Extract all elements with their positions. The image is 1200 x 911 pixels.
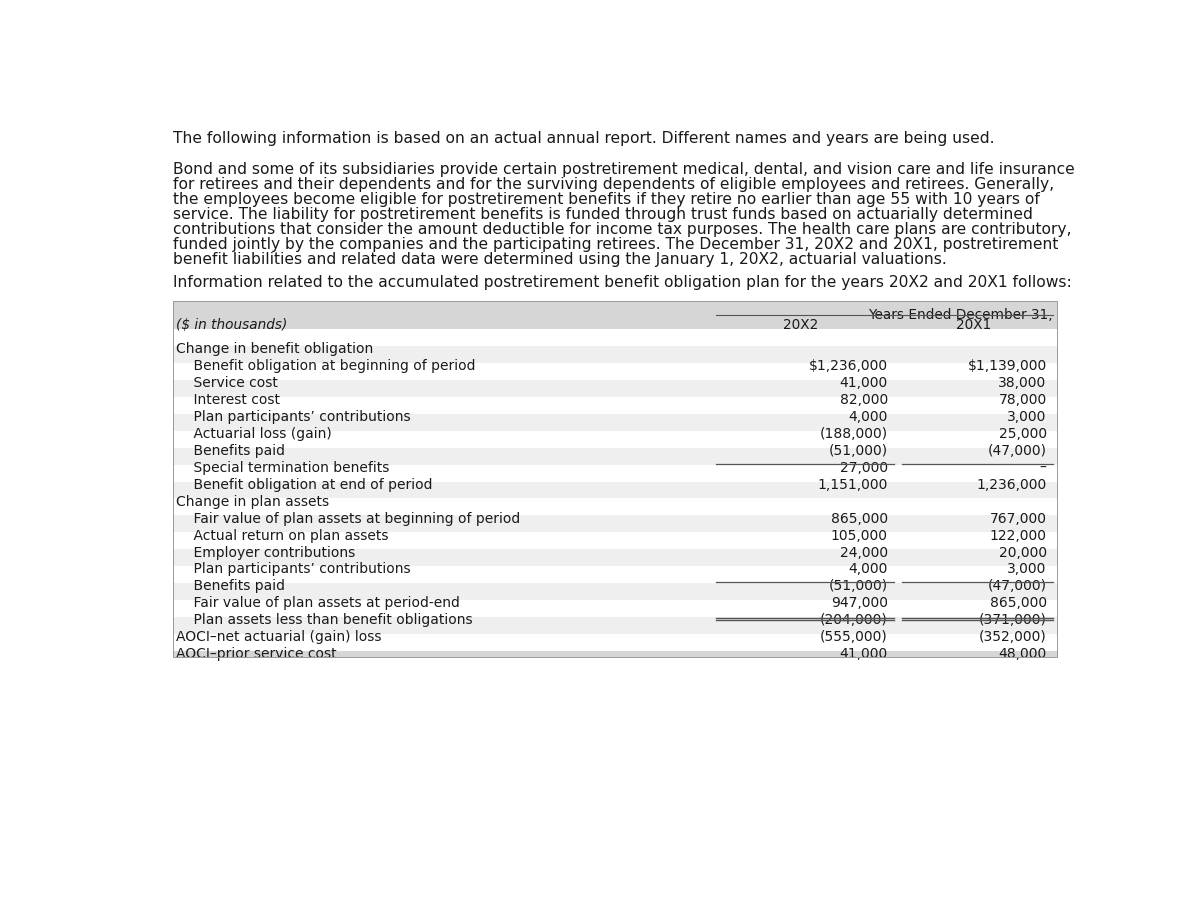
- Text: contributions that consider the amount deductible for income tax purposes. The h: contributions that consider the amount d…: [173, 221, 1072, 237]
- Text: Benefits paid: Benefits paid: [176, 444, 286, 457]
- Text: (188,000): (188,000): [820, 426, 888, 440]
- Bar: [173, 330, 1057, 346]
- Bar: [173, 618, 1057, 634]
- Text: Fair value of plan assets at period-end: Fair value of plan assets at period-end: [176, 596, 461, 609]
- Bar: [173, 302, 1057, 658]
- Text: (51,000): (51,000): [829, 444, 888, 457]
- Text: Benefits paid: Benefits paid: [176, 578, 286, 593]
- Bar: [173, 549, 1057, 567]
- Text: 41,000: 41,000: [840, 375, 888, 390]
- Bar: [173, 600, 1057, 618]
- Text: Bond and some of its subsidiaries provide certain postretirement medical, dental: Bond and some of its subsidiaries provid…: [173, 161, 1075, 177]
- Text: The following information is based on an actual annual report. Different names a: The following information is based on an…: [173, 131, 995, 146]
- Bar: [173, 533, 1057, 549]
- Text: 24,000: 24,000: [840, 545, 888, 559]
- Text: 1,236,000: 1,236,000: [977, 477, 1046, 491]
- Text: ($ in thousands): ($ in thousands): [176, 318, 288, 333]
- Text: Fair value of plan assets at beginning of period: Fair value of plan assets at beginning o…: [176, 511, 521, 525]
- Text: service. The liability for postretirement benefits is funded through trust funds: service. The liability for postretiremen…: [173, 207, 1033, 221]
- Text: 78,000: 78,000: [998, 393, 1046, 406]
- Text: 20,000: 20,000: [998, 545, 1046, 559]
- Text: 122,000: 122,000: [990, 528, 1046, 542]
- Bar: [173, 584, 1057, 600]
- Text: 48,000: 48,000: [998, 647, 1046, 660]
- Text: funded jointly by the companies and the participating retirees. The December 31,: funded jointly by the companies and the …: [173, 237, 1058, 251]
- Text: (555,000): (555,000): [820, 630, 888, 643]
- Text: 1,151,000: 1,151,000: [817, 477, 888, 491]
- Text: 27,000: 27,000: [840, 460, 888, 475]
- Text: 82,000: 82,000: [840, 393, 888, 406]
- Text: the employees become eligible for postretirement benefits if they retire no earl: the employees become eligible for postre…: [173, 191, 1040, 207]
- Bar: [173, 651, 1057, 658]
- Text: Change in benefit obligation: Change in benefit obligation: [176, 342, 373, 356]
- Bar: [173, 346, 1057, 363]
- Text: Interest cost: Interest cost: [176, 393, 281, 406]
- Text: 3,000: 3,000: [1007, 562, 1046, 576]
- Bar: [173, 516, 1057, 533]
- Text: for retirees and their dependents and for the surviving dependents of eligible e: for retirees and their dependents and fo…: [173, 177, 1055, 191]
- Text: Years Ended December 31,: Years Ended December 31,: [869, 307, 1052, 322]
- Text: 865,000: 865,000: [990, 596, 1046, 609]
- Text: Plan participants’ contributions: Plan participants’ contributions: [176, 562, 410, 576]
- Text: Plan participants’ contributions: Plan participants’ contributions: [176, 410, 410, 424]
- Text: (47,000): (47,000): [988, 578, 1046, 593]
- Text: Employer contributions: Employer contributions: [176, 545, 355, 559]
- Text: 20X2: 20X2: [784, 318, 818, 333]
- Bar: [173, 465, 1057, 482]
- Bar: [173, 397, 1057, 415]
- Bar: [173, 448, 1057, 465]
- Text: AOCI–prior service cost: AOCI–prior service cost: [176, 647, 337, 660]
- Bar: [173, 381, 1057, 397]
- Text: (352,000): (352,000): [979, 630, 1046, 643]
- Text: (47,000): (47,000): [988, 444, 1046, 457]
- Text: Actuarial loss (gain): Actuarial loss (gain): [176, 426, 332, 440]
- Text: $1,236,000: $1,236,000: [809, 359, 888, 373]
- Text: Plan assets less than benefit obligations: Plan assets less than benefit obligation…: [176, 612, 473, 627]
- Text: 41,000: 41,000: [840, 647, 888, 660]
- Bar: [173, 363, 1057, 381]
- Text: 865,000: 865,000: [830, 511, 888, 525]
- Text: $1,139,000: $1,139,000: [967, 359, 1046, 373]
- Text: Benefit obligation at end of period: Benefit obligation at end of period: [176, 477, 433, 491]
- Text: Service cost: Service cost: [176, 375, 278, 390]
- Bar: [173, 415, 1057, 431]
- Text: –: –: [1040, 460, 1046, 475]
- Text: 767,000: 767,000: [990, 511, 1046, 525]
- Text: Benefit obligation at beginning of period: Benefit obligation at beginning of perio…: [176, 359, 476, 373]
- Text: benefit liabilities and related data were determined using the January 1, 20X2, : benefit liabilities and related data wer…: [173, 251, 947, 267]
- Text: Change in plan assets: Change in plan assets: [176, 494, 330, 508]
- Bar: [173, 431, 1057, 448]
- Text: Special termination benefits: Special termination benefits: [176, 460, 390, 475]
- Text: 4,000: 4,000: [848, 562, 888, 576]
- Text: (204,000): (204,000): [820, 612, 888, 627]
- Text: Information related to the accumulated postretirement benefit obligation plan fo: Information related to the accumulated p…: [173, 274, 1072, 290]
- Text: 105,000: 105,000: [830, 528, 888, 542]
- Text: 3,000: 3,000: [1007, 410, 1046, 424]
- Text: (51,000): (51,000): [829, 578, 888, 593]
- Text: Actual return on plan assets: Actual return on plan assets: [176, 528, 389, 542]
- Text: 20X1: 20X1: [956, 318, 991, 333]
- Text: 947,000: 947,000: [830, 596, 888, 609]
- Bar: [173, 482, 1057, 499]
- Bar: [173, 567, 1057, 584]
- Bar: [173, 634, 1057, 651]
- Text: (371,000): (371,000): [979, 612, 1046, 627]
- Bar: [173, 499, 1057, 516]
- Text: 25,000: 25,000: [998, 426, 1046, 440]
- Text: 38,000: 38,000: [998, 375, 1046, 390]
- Bar: [173, 302, 1057, 330]
- Text: AOCI–net actuarial (gain) loss: AOCI–net actuarial (gain) loss: [176, 630, 382, 643]
- Text: 4,000: 4,000: [848, 410, 888, 424]
